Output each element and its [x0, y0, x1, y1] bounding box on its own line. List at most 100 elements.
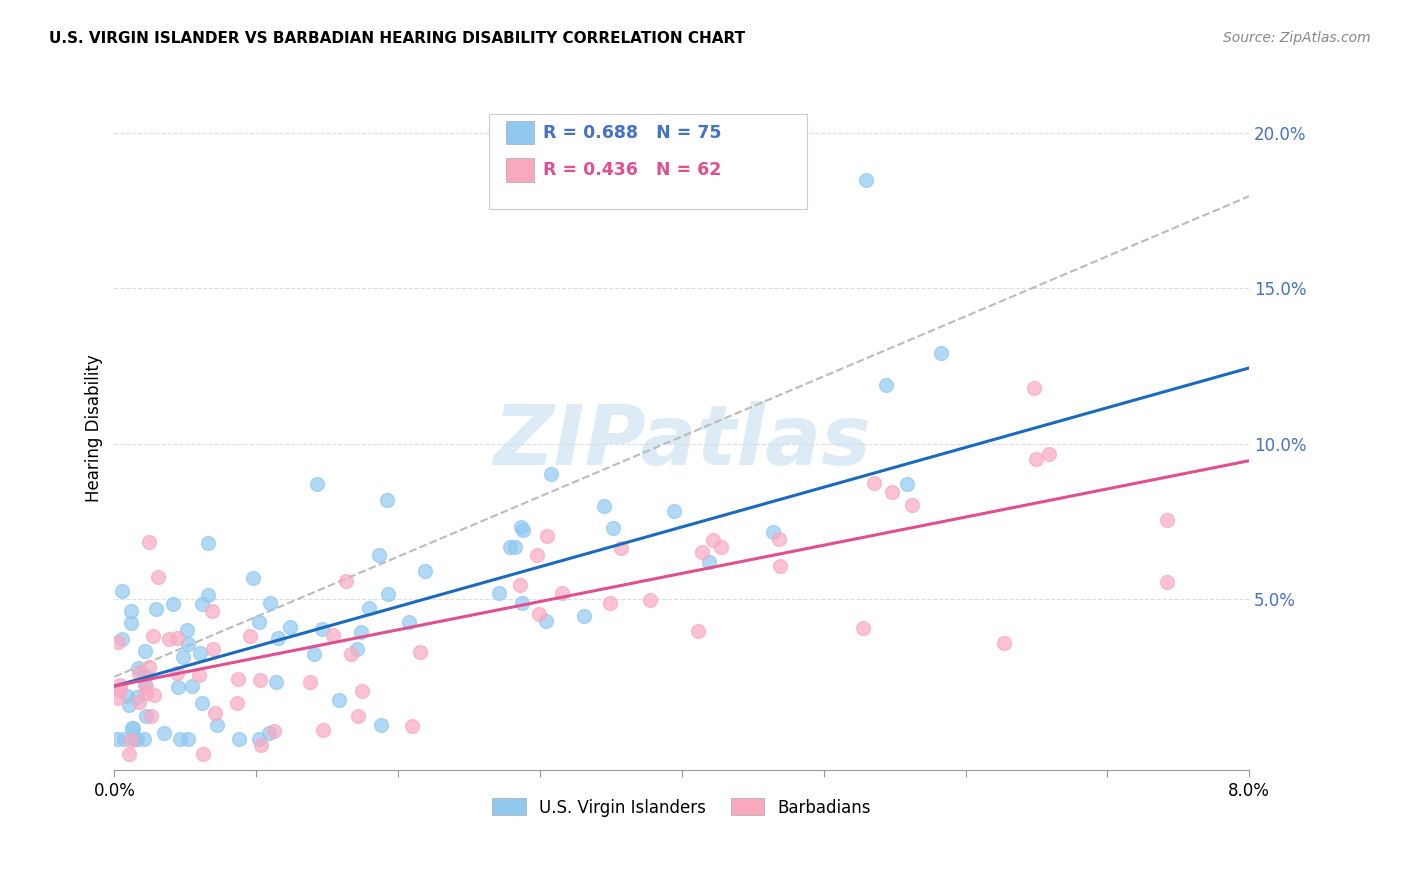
Point: [498, 541, 520, 555]
Point: [138, 660, 160, 674]
Point: [599, 596, 621, 610]
Point: [177, 731, 200, 746]
Point: [191, 696, 214, 710]
Point: [238, 629, 260, 643]
Point: [357, 601, 380, 615]
Point: [346, 641, 368, 656]
Text: R = 0.688   N = 75: R = 0.688 N = 75: [543, 123, 721, 142]
Point: [259, 596, 281, 610]
Point: [340, 648, 363, 662]
Point: [1024, 381, 1046, 395]
Point: [398, 615, 420, 629]
Point: [172, 649, 194, 664]
Point: [311, 623, 333, 637]
Point: [145, 602, 167, 616]
Point: [111, 632, 134, 646]
Point: [510, 519, 533, 533]
Point: [257, 725, 280, 739]
Point: [875, 377, 897, 392]
Point: [115, 689, 138, 703]
Point: [124, 731, 146, 746]
Point: [593, 500, 616, 514]
Point: [509, 578, 531, 592]
Point: [503, 540, 526, 554]
Point: [128, 666, 150, 681]
Point: [350, 683, 373, 698]
Point: [166, 631, 188, 645]
Point: [267, 632, 290, 646]
Point: [128, 696, 150, 710]
Point: [127, 661, 149, 675]
Point: [572, 609, 595, 624]
Point: [118, 698, 141, 712]
Point: [852, 621, 875, 635]
Point: [247, 615, 270, 629]
Point: [264, 675, 287, 690]
Point: [135, 708, 157, 723]
Point: [112, 731, 135, 746]
Point: [688, 624, 710, 638]
Point: [169, 731, 191, 746]
Y-axis label: Hearing Disability: Hearing Disability: [86, 354, 103, 502]
Point: [512, 523, 534, 537]
Point: [375, 493, 398, 508]
Point: [146, 570, 169, 584]
FancyBboxPatch shape: [489, 113, 807, 210]
Point: [204, 706, 226, 721]
Point: [111, 584, 134, 599]
Point: [205, 718, 228, 732]
Point: [855, 172, 877, 186]
Point: [768, 532, 790, 546]
Point: [638, 592, 661, 607]
Point: [367, 549, 389, 563]
Point: [166, 680, 188, 694]
Point: [702, 533, 724, 547]
Point: [901, 498, 924, 512]
Point: [108, 678, 131, 692]
Point: [197, 589, 219, 603]
Point: [510, 596, 533, 610]
Point: [181, 679, 204, 693]
Point: [139, 709, 162, 723]
Point: [1025, 452, 1047, 467]
Point: [335, 574, 357, 588]
Point: [201, 642, 224, 657]
Point: [662, 504, 685, 518]
Point: [302, 647, 325, 661]
Point: [152, 726, 174, 740]
Point: [135, 680, 157, 694]
Text: ZIPatlas: ZIPatlas: [494, 401, 870, 483]
Point: [278, 620, 301, 634]
Point: [197, 536, 219, 550]
Point: [328, 692, 350, 706]
Point: [228, 731, 250, 746]
Point: [190, 597, 212, 611]
Point: [125, 690, 148, 705]
Point: [377, 587, 399, 601]
Point: [370, 717, 392, 731]
Point: [602, 521, 624, 535]
Point: [1038, 447, 1060, 461]
Point: [1156, 575, 1178, 590]
Point: [188, 646, 211, 660]
Point: [142, 629, 165, 643]
Text: R = 0.436   N = 62: R = 0.436 N = 62: [543, 161, 721, 179]
Point: [226, 696, 249, 710]
Point: [125, 731, 148, 746]
Point: [107, 691, 129, 706]
Point: [107, 634, 129, 648]
Point: [122, 721, 145, 735]
Point: [120, 604, 142, 618]
Point: [201, 604, 224, 618]
Legend: U.S. Virgin Islanders, Barbadians: U.S. Virgin Islanders, Barbadians: [486, 792, 877, 823]
Point: [534, 614, 557, 628]
Point: [132, 668, 155, 682]
Point: [350, 625, 373, 640]
Point: [105, 731, 128, 746]
Point: [120, 616, 142, 631]
Point: [176, 623, 198, 637]
Point: [118, 747, 141, 762]
Point: [135, 686, 157, 700]
Point: [134, 644, 156, 658]
Point: [305, 477, 328, 491]
